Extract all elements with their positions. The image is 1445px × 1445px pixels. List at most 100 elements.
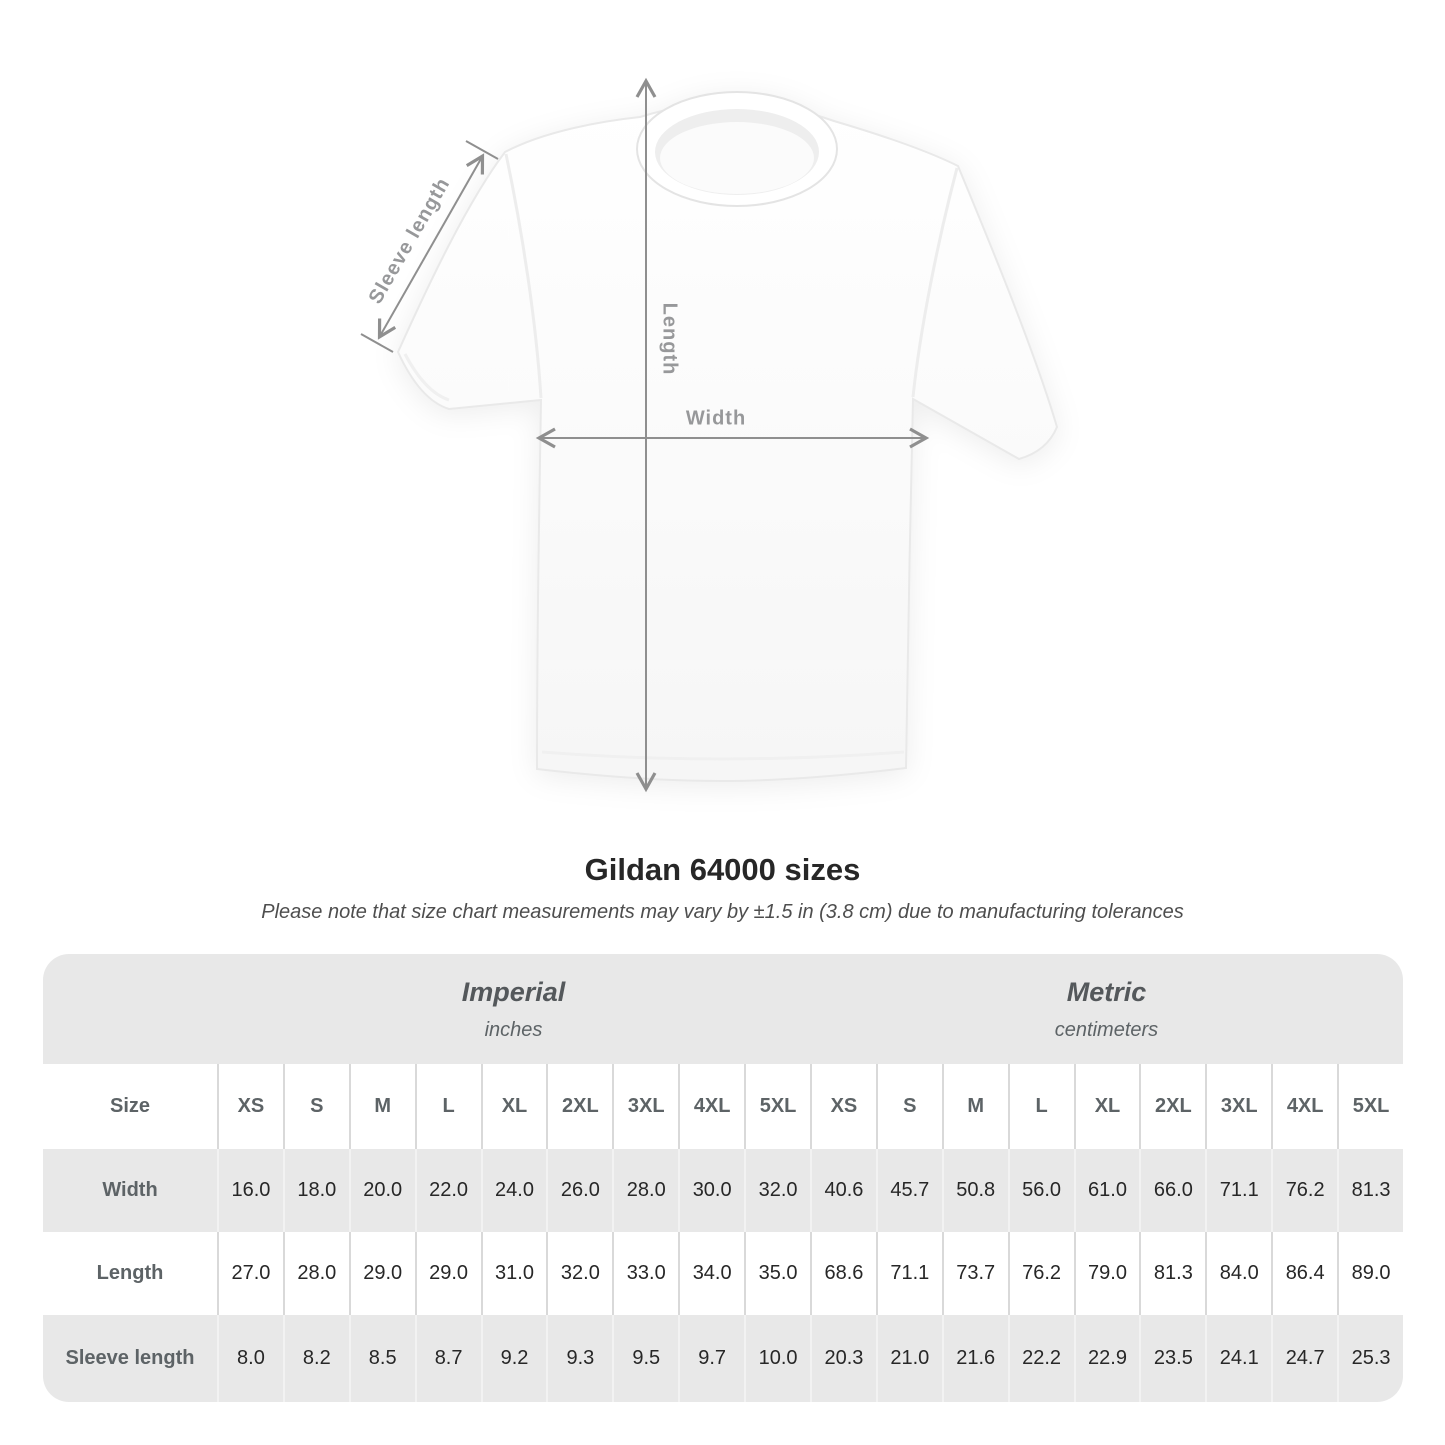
imperial-value: 9.3: [546, 1315, 613, 1402]
metric-value: 24.1: [1205, 1315, 1272, 1402]
size-header-s: S: [282, 1064, 349, 1149]
hem-stitch: [541, 750, 905, 761]
size-header-5xl: 5XL: [1337, 1064, 1403, 1149]
imperial-value: 27.0: [217, 1232, 283, 1315]
imperial-value: 33.0: [612, 1232, 679, 1315]
imperial-value: 28.0: [612, 1149, 679, 1232]
imperial-value: 9.2: [480, 1315, 547, 1402]
size-table: Imperial inches Metric centimeters Size XS S M L…: [43, 954, 1403, 1402]
sleeve-arrow-end-cap-top: [465, 140, 499, 160]
imperial-value: 8.5: [348, 1315, 415, 1402]
size-header-5xl: 5XL: [744, 1064, 810, 1149]
metric-value: 71.1: [1205, 1149, 1272, 1232]
metric-value: 68.6: [809, 1232, 876, 1315]
size-header-2xl: 2XL: [1139, 1064, 1206, 1149]
size-header-xl: XL: [480, 1064, 547, 1149]
metric-value: 76.2: [1007, 1232, 1074, 1315]
row-label-width: Width: [43, 1149, 217, 1232]
tshirt-silhouette: [396, 91, 1059, 783]
metric-value: 40.6: [809, 1149, 876, 1232]
size-header-l: L: [414, 1064, 481, 1149]
size-header-2xl: 2XL: [546, 1064, 613, 1149]
metric-value: 84.0: [1205, 1232, 1272, 1315]
row-label-length: Length: [43, 1232, 217, 1315]
imperial-value: 29.0: [414, 1232, 481, 1315]
metric-value: 79.0: [1073, 1232, 1140, 1315]
imperial-value: 32.0: [744, 1149, 810, 1232]
system-name: Imperial: [461, 976, 566, 1007]
width-label: Width: [685, 407, 747, 430]
size-header-m: M: [941, 1064, 1008, 1149]
imperial-value: 8.0: [217, 1315, 283, 1402]
size-header-4xl: 4XL: [678, 1064, 745, 1149]
imperial-value: 28.0: [282, 1232, 349, 1315]
imperial-value: 32.0: [546, 1232, 613, 1315]
metric-value: 22.2: [1007, 1315, 1074, 1402]
table-corner: [43, 954, 217, 1064]
size-header-xl: XL: [1073, 1064, 1140, 1149]
sleeve-arrow-end-cap-bottom: [360, 333, 394, 353]
tshirt-image: [360, 77, 1059, 793]
imperial-value: 18.0: [282, 1149, 349, 1232]
metric-value: 45.7: [875, 1149, 942, 1232]
imperial-value: 10.0: [744, 1315, 810, 1402]
metric-value: 21.6: [941, 1315, 1008, 1402]
imperial-value: 8.7: [414, 1315, 481, 1402]
tolerance-note: Please note that size chart measurements…: [261, 901, 1184, 923]
metric-value: 22.9: [1073, 1315, 1140, 1402]
left-sleeve-hem-stitch: [403, 353, 450, 402]
metric-value: 21.0: [875, 1315, 942, 1402]
left-sleeve-seam: [504, 153, 543, 399]
row-label-sleeve-length: Sleeve length: [43, 1315, 217, 1402]
metric-value: 25.3: [1337, 1315, 1403, 1402]
imperial-value: 16.0: [217, 1149, 283, 1232]
system-unit: centimeters: [1054, 1018, 1159, 1041]
imperial-value: 8.2: [282, 1315, 349, 1402]
length-label: Length: [658, 302, 681, 376]
page-title: Gildan 64000 sizes: [584, 852, 861, 887]
size-column-header: Size: [43, 1064, 217, 1149]
imperial-value: 9.5: [612, 1315, 679, 1402]
size-header-m: M: [348, 1064, 415, 1149]
imperial-value: 35.0: [744, 1232, 810, 1315]
metric-value: 81.3: [1139, 1232, 1206, 1315]
size-header-3xl: 3XL: [612, 1064, 679, 1149]
imperial-value: 30.0: [678, 1149, 745, 1232]
imperial-value: 26.0: [546, 1149, 613, 1232]
right-sleeve-seam: [911, 167, 959, 398]
sleeve-length-arrow: [377, 153, 485, 340]
metric-value: 76.2: [1271, 1149, 1338, 1232]
metric-value: 89.0: [1337, 1232, 1403, 1315]
title-block: Gildan 64000 sizes Please note that size…: [0, 852, 1445, 924]
dimension-arrows: [360, 77, 930, 793]
system-name: Metric: [1066, 976, 1147, 1007]
imperial-value: 29.0: [348, 1232, 415, 1315]
metric-value: 24.7: [1271, 1315, 1338, 1402]
metric-value: 86.4: [1271, 1232, 1338, 1315]
metric-value: 81.3: [1337, 1149, 1403, 1232]
size-header-3xl: 3XL: [1205, 1064, 1272, 1149]
metric-value: 56.0: [1007, 1149, 1074, 1232]
imperial-value: 31.0: [480, 1232, 547, 1315]
imperial-value: 24.0: [480, 1149, 547, 1232]
size-header-xs: XS: [217, 1064, 283, 1149]
metric-value: 20.3: [809, 1315, 876, 1402]
metric-value: 50.8: [941, 1149, 1008, 1232]
system-header-imperial: Imperial inches: [217, 954, 810, 1064]
imperial-value: 20.0: [348, 1149, 415, 1232]
imperial-value: 34.0: [678, 1232, 745, 1315]
metric-value: 73.7: [941, 1232, 1008, 1315]
size-header-l: L: [1007, 1064, 1074, 1149]
size-header-s: S: [875, 1064, 942, 1149]
size-header-xs: XS: [809, 1064, 876, 1149]
system-header-metric: Metric centimeters: [809, 954, 1403, 1064]
metric-value: 61.0: [1073, 1149, 1140, 1232]
imperial-value: 9.7: [678, 1315, 745, 1402]
metric-value: 71.1: [875, 1232, 942, 1315]
imperial-value: 22.0: [414, 1149, 481, 1232]
size-header-4xl: 4XL: [1271, 1064, 1338, 1149]
metric-value: 66.0: [1139, 1149, 1206, 1232]
collar-inside-back: [660, 122, 814, 194]
metric-value: 23.5: [1139, 1315, 1206, 1402]
